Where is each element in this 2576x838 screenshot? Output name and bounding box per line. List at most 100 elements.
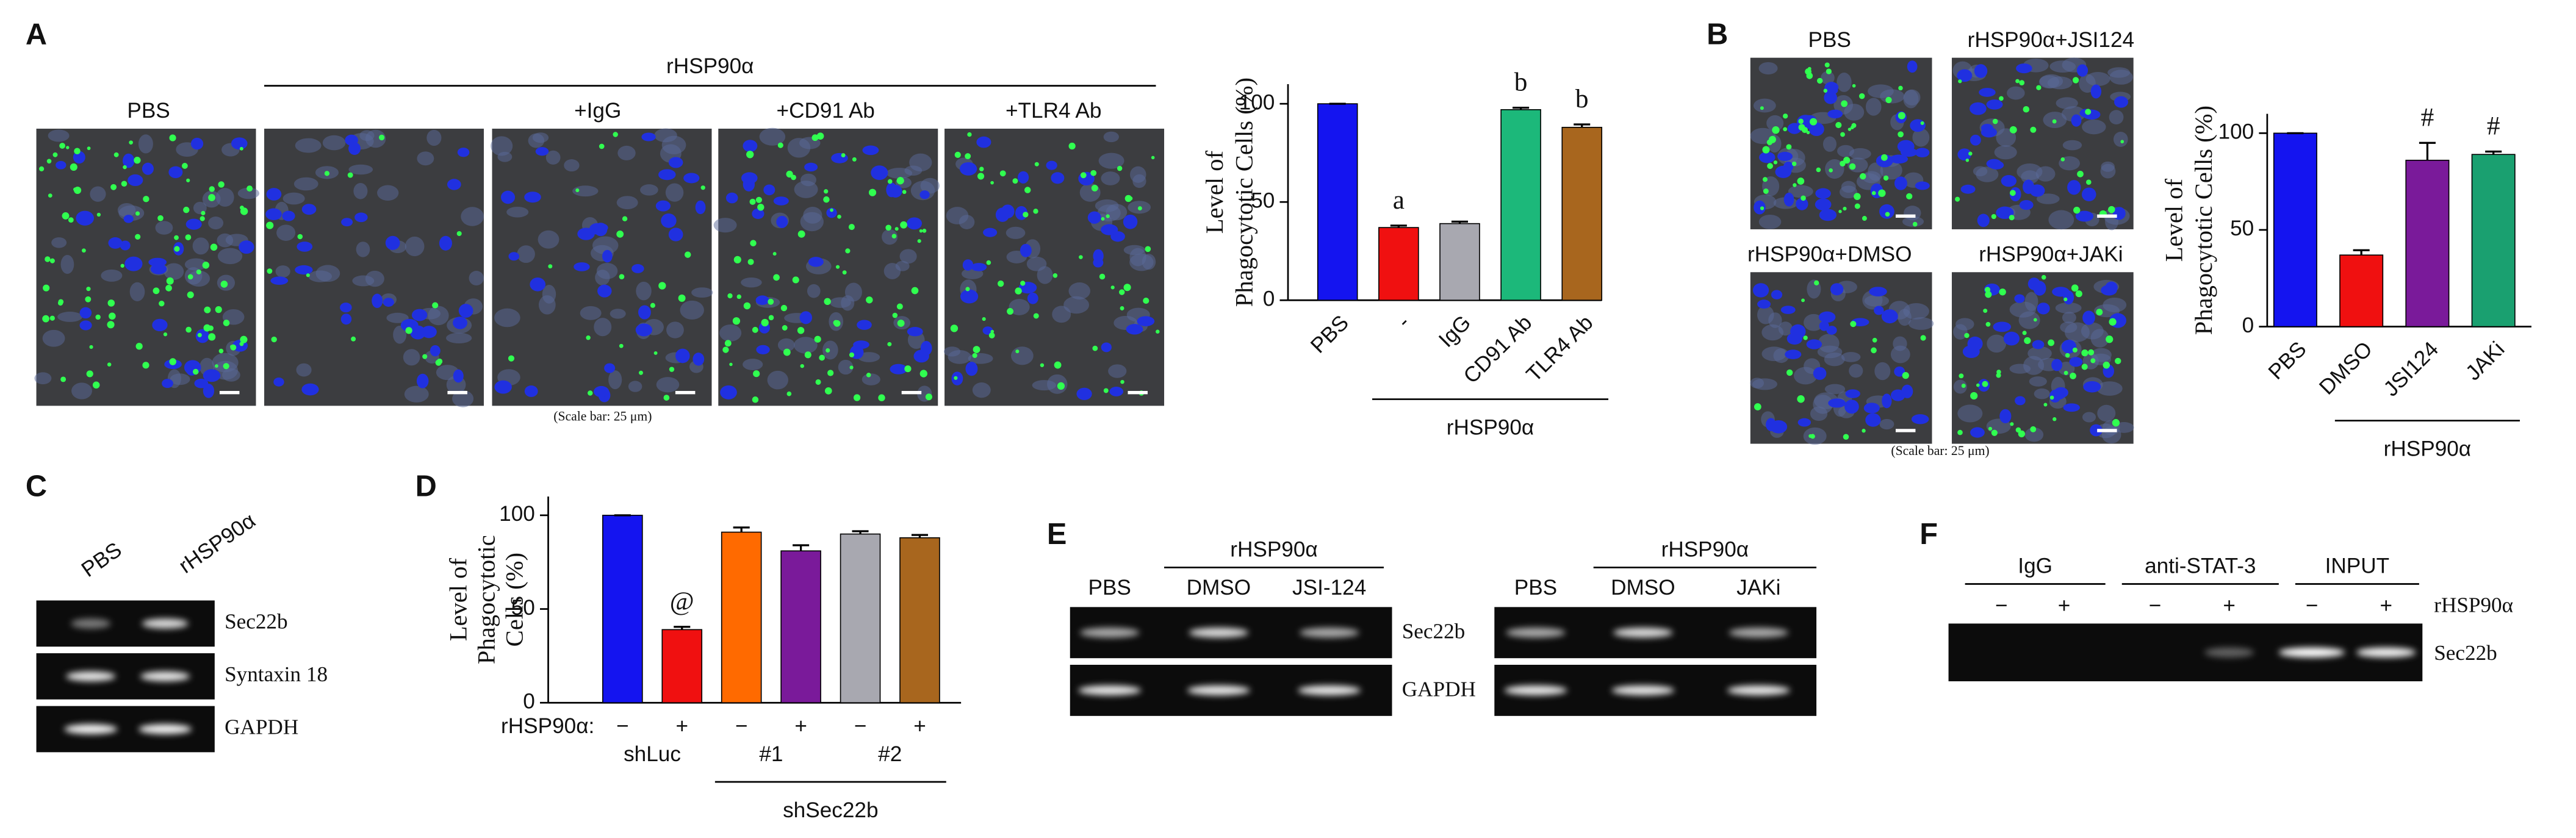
bead: [1801, 298, 1805, 303]
nucleus: [535, 147, 549, 156]
band: [139, 724, 192, 734]
nucleus: [804, 162, 818, 172]
nucleus: [2090, 424, 2103, 437]
bead: [202, 262, 210, 269]
bead: [1984, 287, 1991, 293]
bead: [239, 146, 243, 151]
y-tick-label: 100: [499, 502, 535, 526]
bead: [663, 395, 670, 401]
x-tick-label: +: [913, 714, 926, 738]
bead: [816, 132, 824, 140]
bead: [2071, 284, 2079, 292]
nucleus: [594, 385, 610, 398]
sign-row-label: rHSP90α: [2434, 593, 2513, 617]
cell: [1904, 89, 1921, 106]
bead: [811, 134, 819, 141]
bead: [548, 264, 553, 269]
nucleus: [1970, 102, 1987, 115]
image-label: rHSP90α+JSI124: [1968, 28, 2134, 52]
scale-note: (Scale bar: 25 μm): [1891, 443, 1989, 458]
nucleus: [907, 327, 923, 337]
nucleus: [960, 289, 979, 304]
bead: [185, 234, 192, 240]
bead: [827, 370, 834, 376]
bead: [1786, 144, 1792, 150]
bead: [727, 293, 733, 299]
bead: [192, 368, 199, 375]
bead: [1754, 403, 1761, 410]
bead: [109, 312, 116, 320]
nucleus: [1137, 316, 1155, 326]
nucleus: [385, 235, 400, 250]
sign-label: +: [2223, 594, 2236, 618]
bead: [1808, 434, 1813, 438]
bead: [1798, 118, 1804, 124]
bead: [1762, 177, 1768, 182]
nucleus: [631, 264, 644, 273]
x-tick-label: IgG: [1434, 310, 1476, 352]
bead: [2103, 361, 2110, 369]
bead: [780, 304, 788, 312]
bead: [753, 370, 760, 378]
cell: [51, 237, 67, 248]
nucleus: [976, 136, 991, 148]
cell: [1766, 115, 1784, 131]
bead: [2009, 215, 2015, 221]
bead: [1982, 381, 1988, 387]
bead: [1968, 151, 1973, 156]
cell: [1824, 352, 1845, 367]
cell: [1841, 352, 1861, 362]
band: [1504, 685, 1567, 696]
nucleus: [1827, 109, 1843, 119]
band: [1613, 628, 1673, 638]
nucleus: [162, 379, 173, 389]
bead: [1015, 287, 1022, 295]
bead: [2036, 85, 2042, 90]
bead: [2096, 309, 2103, 316]
nucleus: [458, 304, 473, 318]
bead: [2115, 357, 2121, 365]
cell: [1052, 306, 1071, 323]
cell: [352, 275, 375, 287]
cell: [60, 254, 74, 274]
cell: [405, 236, 425, 257]
bead: [842, 270, 847, 275]
y-axis-label: Level of: [1201, 150, 1228, 234]
nucleus: [1828, 398, 1846, 408]
nucleus: [1808, 122, 1824, 137]
bead: [1760, 206, 1765, 210]
bead: [752, 396, 759, 403]
nucleus: [354, 212, 368, 223]
nucleus: [776, 215, 788, 228]
nucleus: [1826, 326, 1837, 335]
bead: [135, 234, 141, 240]
bead: [45, 256, 51, 262]
cell: [276, 224, 296, 241]
bead: [997, 280, 1004, 287]
bead: [1898, 85, 1903, 91]
bar: [780, 550, 821, 704]
bead: [1816, 77, 1823, 84]
cell: [666, 321, 684, 338]
bead: [1103, 388, 1109, 393]
nucleus: [2067, 180, 2081, 195]
bead: [1841, 100, 1848, 107]
bead: [1786, 369, 1793, 376]
nucleus: [195, 329, 209, 343]
cell: [2062, 312, 2076, 324]
cell: [1098, 152, 1124, 169]
row-label: rHSP90α:: [501, 714, 594, 738]
bead: [266, 221, 274, 229]
bead: [2120, 140, 2124, 144]
bead: [814, 335, 821, 343]
nucleus: [2027, 278, 2040, 290]
nucleus: [301, 204, 317, 215]
nucleus: [1894, 176, 1907, 190]
bar: [2405, 159, 2450, 328]
bead: [1806, 72, 1813, 79]
x-tick-label: −: [854, 714, 867, 738]
cell: [1953, 379, 1967, 394]
bead: [1958, 79, 1962, 84]
nucleus: [1996, 206, 2014, 219]
cell: [445, 332, 472, 344]
